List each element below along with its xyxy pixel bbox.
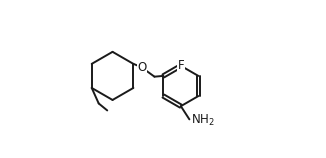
Text: NH$_2$: NH$_2$ [191, 113, 215, 128]
Text: F: F [178, 58, 184, 72]
Text: O: O [138, 61, 147, 74]
